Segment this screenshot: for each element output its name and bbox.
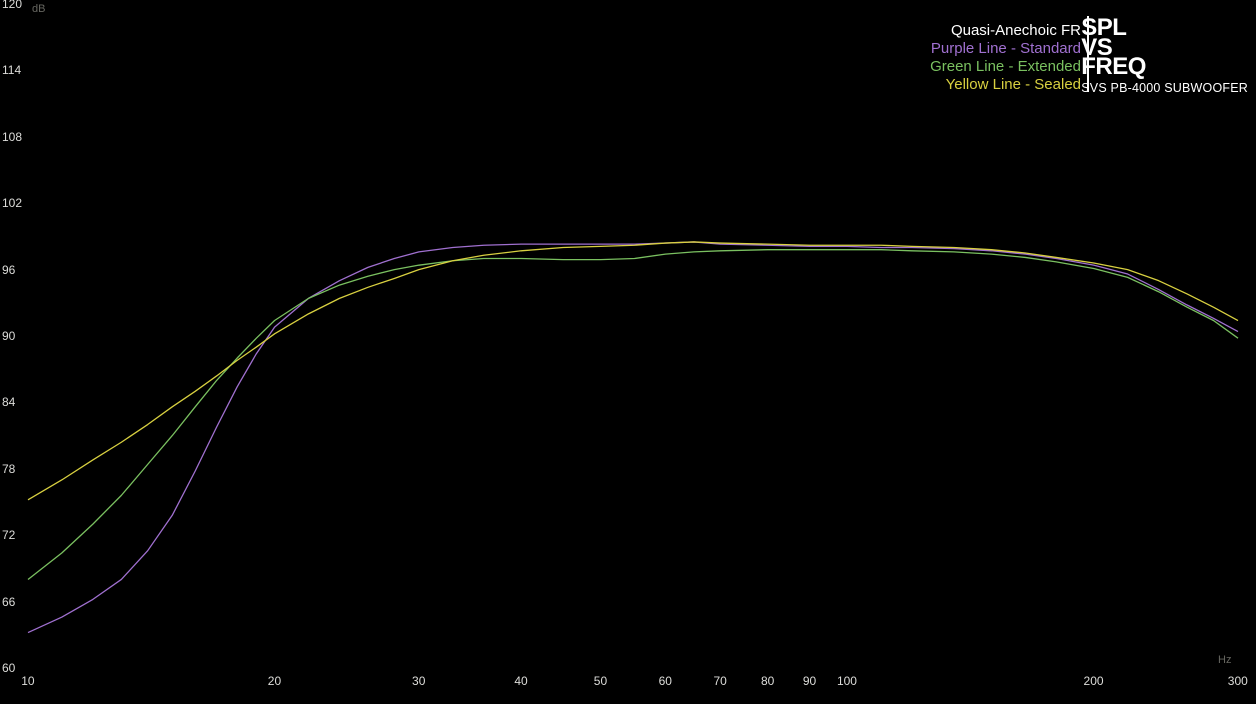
branding: SPL VS FREQ SVS PB-4000 SUBWOOFER <box>1081 18 1248 93</box>
y-axis-tick: 60 <box>2 661 15 675</box>
branding-title-line: FREQ <box>1081 57 1248 77</box>
y-axis-unit: dB <box>32 3 45 15</box>
y-axis-tick: 108 <box>2 130 22 144</box>
series-sealed <box>28 242 1238 500</box>
y-axis-tick: 66 <box>2 595 15 609</box>
x-axis-tick: 60 <box>659 674 672 688</box>
x-axis-tick: 70 <box>713 674 726 688</box>
y-axis-tick: 102 <box>2 196 22 210</box>
legend-item: Green Line - Extended <box>930 58 1081 75</box>
x-axis-tick: 300 <box>1228 674 1248 688</box>
x-axis-tick: 100 <box>837 674 857 688</box>
y-axis-tick: 78 <box>2 462 15 476</box>
line-series-layer <box>28 4 1238 668</box>
branding-subtitle: SVS PB-4000 SUBWOOFER <box>1081 83 1248 93</box>
x-axis-tick: 200 <box>1084 674 1104 688</box>
plot-area <box>28 4 1238 668</box>
x-axis-tick: 30 <box>412 674 425 688</box>
spl-vs-freq-chart: 60 66 72 78 84 90 96 102 108 114 120 10 20 30 40 50 60 7… <box>0 0 1256 704</box>
y-axis-tick: 84 <box>2 395 15 409</box>
x-axis-tick: 10 <box>21 674 34 688</box>
x-axis-tick: 40 <box>514 674 527 688</box>
y-axis-tick: 120 <box>2 0 22 11</box>
series-extended <box>28 250 1238 580</box>
x-axis-tick: 20 <box>268 674 281 688</box>
legend-item: Purple Line - Standard <box>931 40 1081 57</box>
y-axis-tick: 72 <box>2 528 15 542</box>
y-axis-tick: 114 <box>2 63 21 77</box>
series-standard <box>28 242 1238 633</box>
y-axis-tick: 90 <box>2 329 15 343</box>
x-axis-unit: Hz <box>1218 654 1231 666</box>
y-axis-tick: 96 <box>2 263 15 277</box>
x-axis-tick: 90 <box>803 674 816 688</box>
x-axis-tick: 50 <box>594 674 607 688</box>
legend-item: Quasi-Anechoic FR <box>951 22 1081 39</box>
x-axis-tick: 80 <box>761 674 774 688</box>
legend-item: Yellow Line - Sealed <box>946 76 1081 93</box>
